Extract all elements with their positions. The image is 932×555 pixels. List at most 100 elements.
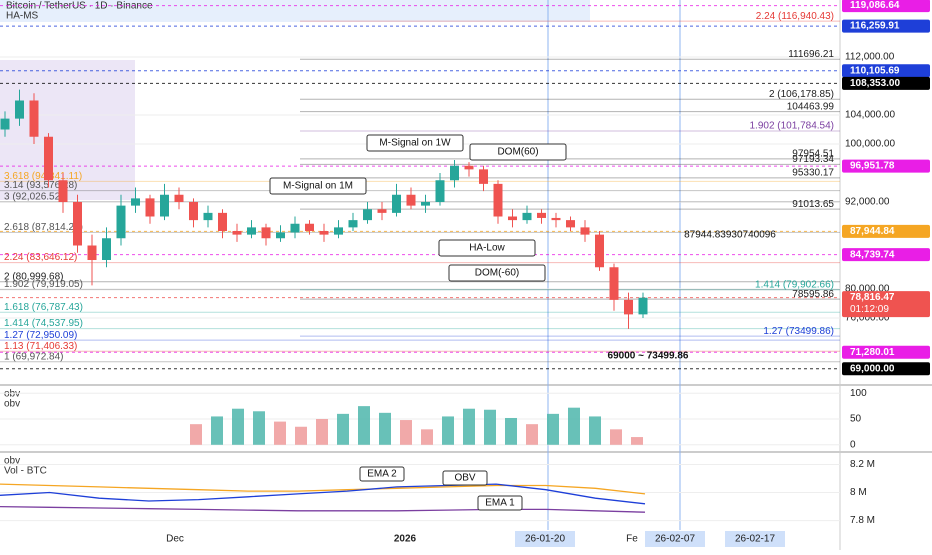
osc-bar — [526, 424, 538, 445]
pane-title: obv — [4, 456, 20, 467]
time-label: 26-01-20 — [525, 534, 565, 545]
candle-body — [0, 118, 10, 130]
level-label: 1.27 (73499.86) — [763, 326, 834, 337]
candle-body — [58, 180, 68, 202]
osc-bar — [274, 421, 286, 445]
osc-bar — [316, 419, 328, 445]
candle-body — [305, 223, 314, 231]
osc-bar — [295, 426, 307, 445]
label-box — [359, 466, 405, 482]
level-label: 104463.99 — [787, 101, 835, 112]
candle-body — [580, 227, 590, 235]
price-tag-label: 78,816.47 — [850, 292, 895, 303]
chart-title: Bitcoin / TetherUS · 1D · Binance — [6, 1, 153, 12]
annotation-box — [469, 143, 567, 161]
level-label: 1 (69,972.84) — [4, 351, 64, 362]
price-tag-label: 87,944.84 — [850, 226, 895, 237]
label-box — [442, 470, 488, 486]
osc-bar — [568, 407, 580, 445]
osc-bar — [505, 417, 517, 445]
annotation: HA-Low — [469, 243, 505, 254]
time-tag — [645, 531, 705, 547]
y-tick-label: 76,000.00 — [845, 313, 890, 324]
candle-body — [44, 136, 53, 181]
level-label: 2.618 (87,814.27) — [4, 222, 83, 233]
y-tick-label: 100,000.00 — [845, 139, 895, 150]
level-label: 97193.34 — [792, 154, 834, 165]
osc-bar — [547, 413, 559, 445]
price-tag — [842, 76, 930, 90]
candle-body — [522, 212, 532, 221]
candle-body — [290, 223, 300, 233]
osc-bar — [589, 416, 601, 445]
candle-body — [566, 220, 575, 228]
osc-bar — [232, 408, 244, 445]
price-tag — [842, 345, 930, 359]
candle-body — [508, 216, 517, 221]
annotation: 87944.83930740096 — [684, 230, 776, 241]
candle-body — [435, 180, 445, 202]
osc-bar — [610, 429, 622, 445]
level-label: 1.27 (72,950.09) — [4, 330, 77, 341]
price-tag-label: 69,000.00 — [850, 363, 895, 374]
osc-bar — [379, 412, 391, 445]
y-tick-label: 7.8 M — [850, 515, 875, 526]
osc-bar — [421, 429, 433, 445]
osc-bar — [358, 406, 370, 445]
pane-title: obv — [4, 389, 20, 400]
candle-body — [73, 201, 82, 246]
y-tick-label: 100 — [850, 388, 867, 399]
series-line — [0, 483, 646, 505]
level-label: 1.414 (79,902.66) — [755, 279, 834, 290]
level-label: 2 (80,999.68) — [4, 271, 64, 282]
level-label: 111696.21 — [788, 49, 834, 60]
label-box — [477, 495, 523, 511]
candle-body — [203, 212, 213, 221]
candle-body — [160, 194, 169, 217]
candle-body — [406, 194, 416, 206]
osc-bar — [211, 416, 223, 445]
series-line — [0, 483, 646, 495]
price-tag-label: 108,353.00 — [850, 78, 900, 89]
time-label: 2026 — [394, 534, 417, 545]
annotation-box — [438, 239, 536, 257]
level-label: 78595.86 — [792, 289, 834, 300]
price-tag-label: 96,951.78 — [850, 161, 895, 172]
osc-bar — [631, 437, 643, 445]
y-tick-label: 104,000.00 — [845, 110, 895, 121]
level-label: 3 (92,026.52) — [4, 191, 64, 202]
osc-bar — [484, 409, 496, 445]
annotation: 69000 ~ 73499.86 — [608, 351, 689, 362]
candle-body — [392, 194, 401, 213]
level-label: 2.24 (83,646.12) — [4, 252, 77, 263]
candle-body — [479, 169, 488, 184]
price-tag-label: 116,259.91 — [850, 21, 900, 32]
series-line — [0, 505, 646, 513]
level-label: 1.618 (76,787.43) — [4, 302, 83, 313]
countdown: 01:12:09 — [850, 304, 889, 315]
candle-body — [276, 232, 285, 239]
time-label: Dec — [166, 534, 184, 545]
candle-body — [116, 205, 126, 239]
candle-body — [102, 238, 111, 261]
osc-bar — [400, 420, 412, 445]
annotation-box — [448, 264, 546, 282]
indicator-name: HA-MS — [6, 11, 39, 22]
candle-body — [87, 245, 97, 261]
candle-body — [131, 198, 140, 206]
candle-body — [334, 227, 343, 235]
level-label: 2.24 (116,940.43) — [756, 11, 834, 22]
candle-body — [145, 198, 155, 217]
price-tag — [842, 64, 930, 78]
level-label: 2 (106,178.85) — [769, 89, 834, 100]
time-label: Fe — [626, 534, 638, 545]
time-label: 26-02-07 — [655, 534, 695, 545]
plot-bg — [0, 0, 840, 530]
osc-bar — [337, 413, 349, 445]
candle-body — [537, 212, 546, 218]
time-label: 26-02-17 — [735, 534, 775, 545]
price-tag-label: 119,086.64 — [850, 0, 900, 11]
level-label: 1.414 (74,537.95) — [4, 318, 83, 329]
candle-body — [624, 299, 633, 315]
